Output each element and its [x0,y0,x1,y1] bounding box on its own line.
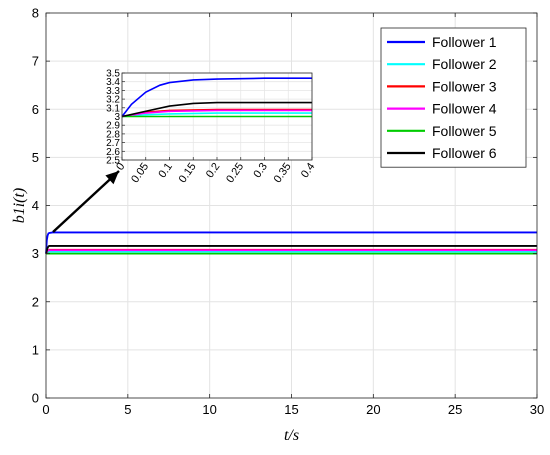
main-y-tick-label: 4 [32,198,39,213]
main-y-tick-label: 6 [32,102,39,117]
main-x-tick-label: 15 [284,402,298,417]
zoom-arrow-line [52,170,120,233]
main-y-tick-label: 5 [32,150,39,165]
main-x-tick-label: 30 [530,402,544,417]
legend-label: Follower 4 [432,101,497,117]
legend-label: Follower 2 [432,56,497,72]
legend-label: Follower 3 [432,78,497,94]
inset-y-tick-label: 3.3 [106,86,120,97]
inset-y-tick-label: 3 [114,112,120,123]
main-x-tick-label: 25 [448,402,462,417]
inset-y-tick-label: 2.8 [106,129,120,140]
legend: Follower 1 Follower 2 Follower 3 Follower 4… [380,27,527,168]
main-y-tick-label: 7 [32,54,39,69]
inset-y-tick-label: 3.1 [106,103,120,114]
main-x-tick-label: 20 [366,402,380,417]
legend-label: Follower 6 [432,145,497,161]
main-y-tick-label: 0 [32,391,39,406]
inset-y-tick-label: 2.5 [106,156,120,167]
x-axis-label: t/s [284,427,299,444]
inset-y-tick-label: 3.2 [106,95,120,106]
main-y-tick-label: 1 [32,342,39,357]
inset-y-tick-label: 3.4 [106,77,120,88]
legend-label: Follower 1 [432,34,497,50]
inset-plot: 0 0.05 0.1 0.15 0.2 0.25 0.3 0.35 0.42.52.62.72.… [106,69,317,186]
inset-y-tick-label: 2.6 [106,147,120,158]
main-y-tick-label: 2 [32,294,39,309]
zoom-arrow-head [105,171,119,185]
main-y-tick-label: 8 [32,6,39,21]
main-x-tick-label: 10 [202,402,216,417]
legend-box [380,27,527,168]
zoom-arrow [52,170,120,233]
y-axis-label: b1i(t) [11,188,28,224]
inset-x-tick-label: 0 [114,161,127,173]
inset-series-line [121,101,312,118]
legend-label: Follower 5 [432,123,497,139]
inset-series-line [121,109,312,118]
main-series-line [45,245,537,254]
inset-y-tick-label: 3.5 [106,69,120,80]
main-x-tick-label: 5 [124,402,131,417]
main-y-tick-label: 3 [32,246,39,261]
inset-series-line [121,112,312,118]
main-x-tick-label: 0 [42,402,49,417]
inset-series-line [121,77,312,117]
inset-y-tick-label: 2.9 [106,121,120,132]
inset-y-tick-label: 2.7 [106,138,120,149]
main-series-line [45,231,537,254]
